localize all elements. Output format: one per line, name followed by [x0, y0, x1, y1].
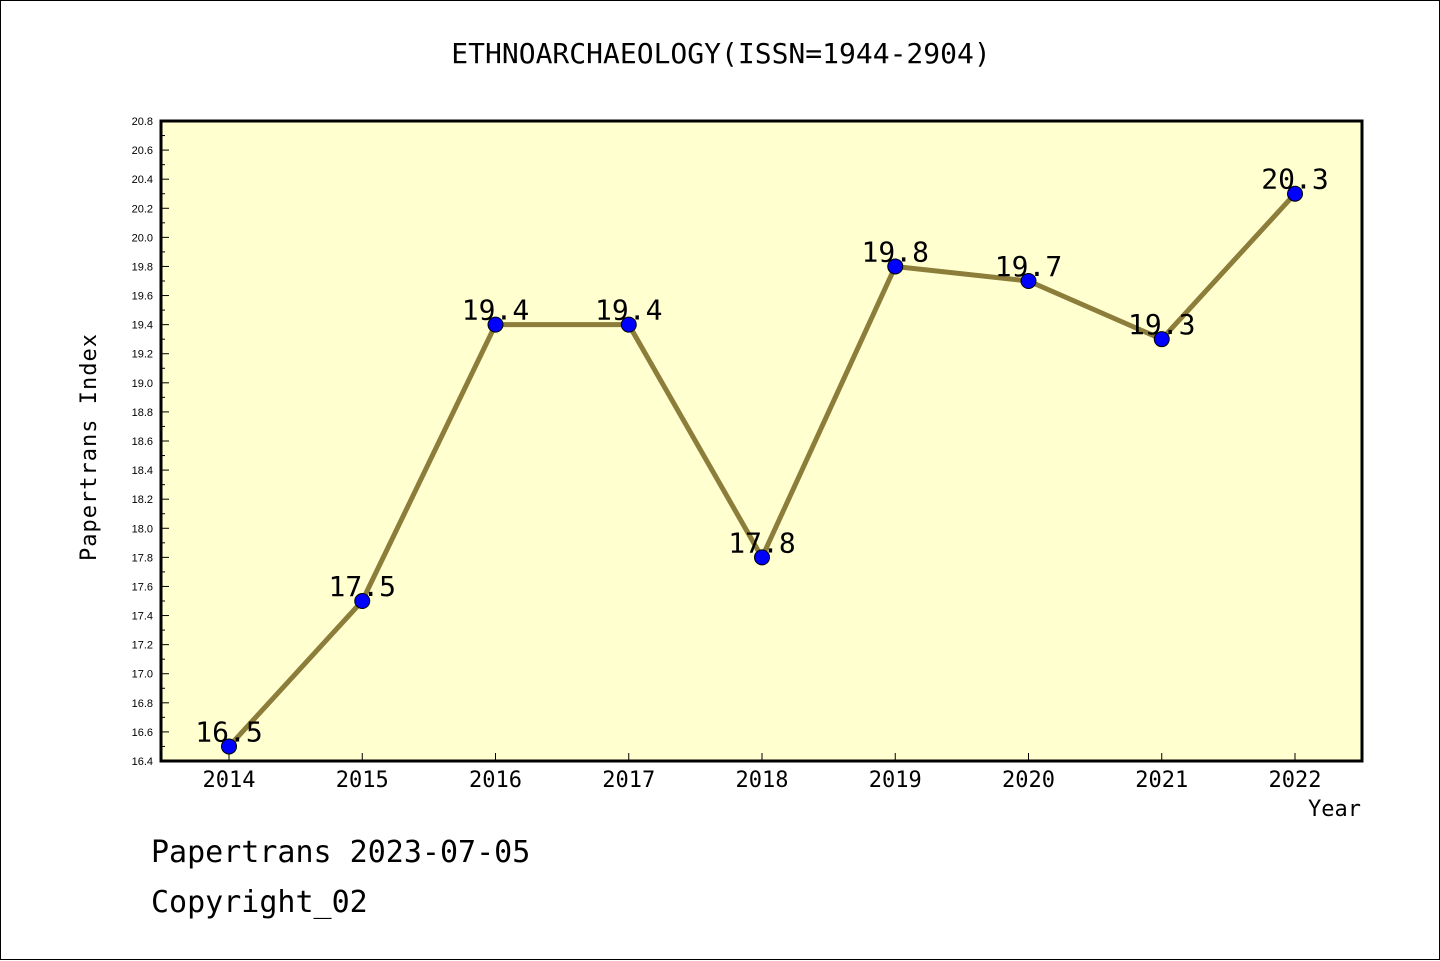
data-label: 17.8 [728, 526, 795, 559]
plot-area [159, 119, 1364, 763]
y-tick-label: 20.2 [132, 203, 153, 215]
y-tick-label: 17.8 [132, 552, 153, 564]
y-tick-label: 18.6 [132, 436, 153, 448]
data-point [1153, 331, 1170, 348]
y-tick-label: 20.4 [132, 174, 153, 186]
y-tick-label: 19.2 [132, 349, 153, 361]
data-point [1020, 273, 1037, 289]
y-axis: 16.4 16.6 16.8 17.0 17.2 17.4 17.6 17.8 18.0 18.2… [132, 116, 169, 768]
y-tick-label: 19.6 [132, 291, 153, 303]
data-point [620, 316, 637, 333]
x-tick-label: 2014 [203, 768, 256, 793]
data-label: 17.5 [329, 570, 396, 603]
y-tick-label: 18.8 [132, 407, 153, 419]
y-tick-label: 20.0 [132, 232, 153, 244]
chart-title: ETHNOARCHAEOLOGY(ISSN=1944-2904) [451, 37, 991, 70]
data-point [487, 316, 504, 333]
x-tick-label: 2021 [1135, 768, 1188, 793]
y-tick-label: 16.4 [132, 756, 153, 768]
x-tick-label: 2018 [736, 768, 789, 793]
data-label: 19.3 [1128, 308, 1195, 341]
y-tick-label: 19.8 [132, 261, 153, 273]
y-tick-label: 17.2 [132, 640, 153, 652]
data-label: 16.5 [195, 715, 262, 748]
data-point [887, 258, 904, 275]
data-label: 19.8 [862, 235, 929, 268]
footer-date-text: Papertrans 2023-07-05 [151, 835, 531, 870]
footer-copyright-text: Copyright_02 [151, 885, 368, 920]
data-point [221, 738, 237, 755]
x-tick-label: 2017 [602, 768, 655, 793]
data-point [354, 593, 371, 609]
y-tick-label: 18.4 [132, 465, 153, 477]
y-tick-label: 16.6 [132, 727, 153, 739]
y-tick-label: 18.0 [132, 523, 153, 535]
y-tick-label: 20.6 [132, 145, 153, 157]
y-tick-label: 17.6 [132, 581, 153, 593]
y-tick-label: 16.8 [132, 698, 153, 710]
y-tick-label: 17.0 [132, 669, 153, 681]
x-axis: 2014 2015 2016 2017 2018 2019 2020 2021 2022 [203, 753, 1322, 793]
data-point [1287, 185, 1303, 202]
y-tick-label: 19.0 [132, 378, 153, 390]
x-tick-label: 2015 [336, 768, 389, 793]
data-label: 19.4 [595, 294, 662, 327]
x-tick-label: 2020 [1002, 768, 1055, 793]
y-tick-label: 20.8 [132, 116, 153, 128]
x-tick-label: 2022 [1269, 768, 1322, 793]
y-tick-label: 18.2 [132, 494, 153, 506]
y-tick-label: 19.4 [132, 320, 153, 332]
data-point [754, 549, 770, 566]
y-tick-label: 17.4 [132, 611, 153, 623]
data-label: 19.7 [995, 250, 1062, 283]
data-label: 20.3 [1261, 163, 1328, 196]
x-tick-label: 2019 [869, 768, 922, 793]
data-label: 19.4 [462, 294, 529, 327]
x-tick-label: 2016 [469, 768, 522, 793]
data-labels: 16.5 17.5 19.4 19.4 17.8 19.8 19.7 19.3 20.3 [195, 163, 1328, 749]
series-markers [221, 185, 1303, 755]
x-axis-label: Year [1308, 797, 1361, 822]
